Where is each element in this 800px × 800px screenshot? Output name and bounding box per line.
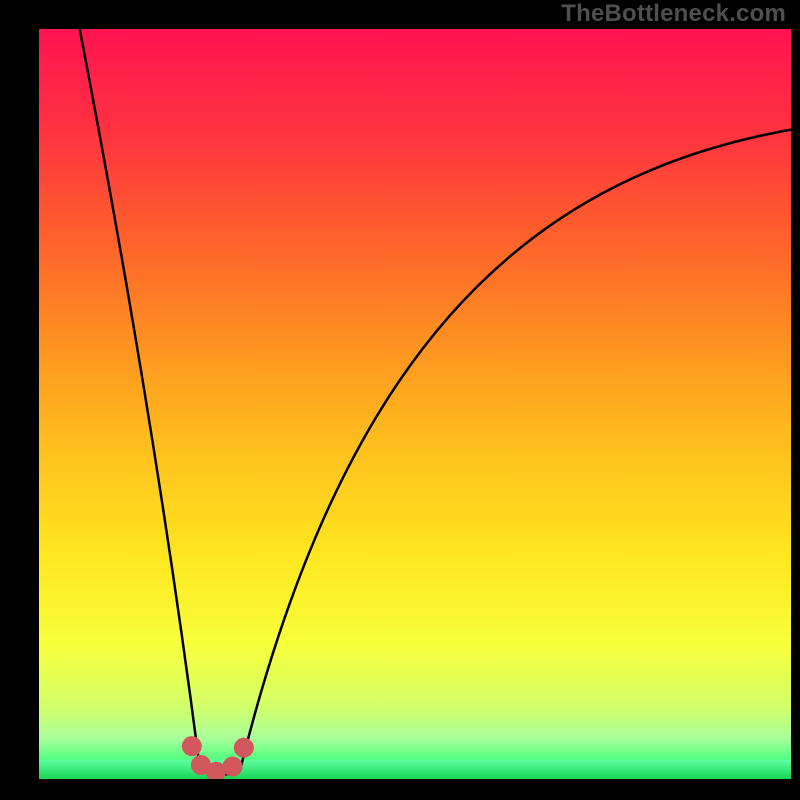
watermark-text: TheBottleneck.com	[561, 0, 786, 28]
bottleneck-chart	[0, 0, 800, 800]
minimum-marker	[234, 738, 254, 758]
minimum-marker	[223, 756, 243, 776]
frame-border	[0, 780, 800, 800]
gradient-background	[38, 28, 792, 780]
minimum-marker	[182, 736, 202, 756]
frame-border	[792, 0, 800, 800]
frame-border	[0, 0, 38, 800]
green-band	[38, 760, 792, 780]
